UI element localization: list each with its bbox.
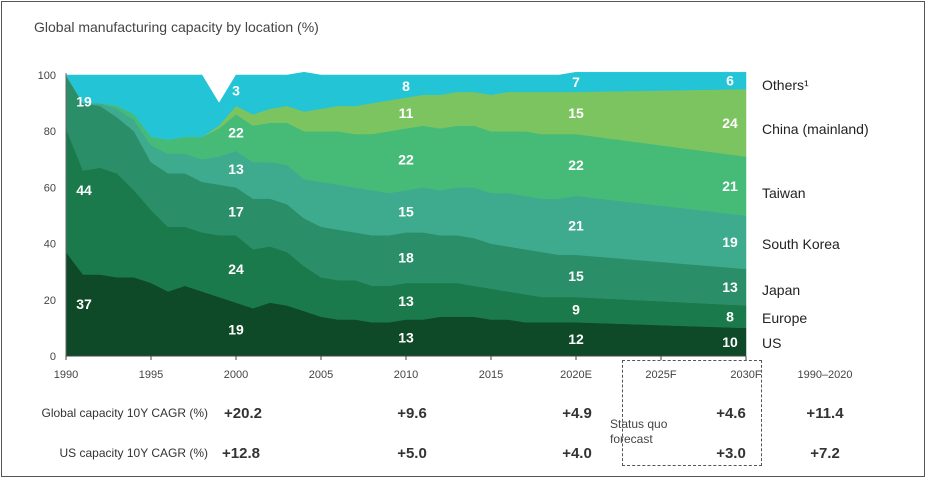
global-cagr-2010s: +4.9	[562, 405, 592, 422]
legend-south-korea: South Korea	[762, 236, 840, 252]
global-cagr-2020s: +4.6	[716, 405, 746, 422]
segment-label-taiwan-2010: 22	[398, 151, 414, 167]
segment-label-china-mainland-2020: 15	[568, 105, 584, 121]
global-cagr-1990-2020: +11.4	[806, 405, 844, 422]
segment-label-europe-2030: 8	[726, 309, 734, 325]
y-tick-label: 0	[50, 351, 56, 363]
us-cagr-1990-2020: +7.2	[810, 445, 840, 462]
segment-label-others-2030: 6	[726, 73, 734, 89]
segment-label-others-2000: 3	[232, 82, 240, 98]
segment-label-japan-2010: 18	[398, 250, 414, 266]
segment-label-south-korea-2020: 21	[568, 217, 584, 233]
segment-label-japan-2020: 15	[568, 268, 584, 284]
y-tick-label: 60	[44, 182, 56, 194]
segment-label-europe-2020: 9	[572, 302, 580, 318]
segment-label-taiwan-2000: 22	[228, 125, 244, 141]
us-cagr-label: US capacity 10Y CAGR (%)	[59, 446, 209, 460]
segment-label-europe-2010: 13	[398, 293, 414, 309]
segment-label-china-mainland-2030: 24	[722, 115, 738, 131]
global-cagr-1990s: +20.2	[224, 405, 262, 422]
segment-label-taiwan-2020: 22	[568, 157, 584, 173]
segment-label-us-1990: 37	[76, 296, 92, 312]
segment-label-china-mainland-2010: 11	[399, 105, 414, 121]
us-cagr-2000s: +5.0	[397, 445, 427, 462]
segment-labels: 37 44 19 19 24 17 13 22 3 13 13 18 15 22 11 8 12 9 15 21 22 1…	[76, 73, 738, 350]
legend-others: Others¹	[762, 77, 809, 93]
segment-label-japan-2030: 13	[722, 279, 738, 295]
x-tick-label: 2005	[309, 369, 333, 381]
segment-label-south-korea-2010: 15	[398, 203, 414, 219]
x-tick-label: 2020E	[560, 369, 592, 381]
y-tick-label: 20	[44, 295, 56, 307]
segment-label-taiwan-2030: 21	[722, 178, 738, 194]
segment-label-europe-2000: 24	[228, 261, 244, 277]
x-tick-label: 2015	[479, 369, 503, 381]
chart-title: Global manufacturing capacity by locatio…	[34, 19, 319, 35]
y-tick-label: 100	[38, 70, 56, 82]
legend: US Europe Japan South Korea Taiwan China (mai…	[762, 77, 869, 351]
y-tick-label: 80	[44, 126, 56, 138]
us-cagr-2010s: +4.0	[562, 445, 592, 462]
segment-label-europe-1990: 44	[76, 182, 92, 198]
global-cagr-2000s: +9.6	[397, 405, 427, 422]
area-layer	[65, 71, 747, 357]
us-cagr-2020s: +3.0	[716, 445, 746, 462]
x-tick-label: 2010	[394, 369, 418, 381]
segment-label-us-2010: 13	[398, 330, 414, 346]
legend-taiwan: Taiwan	[762, 185, 806, 201]
segment-label-south-korea-2000: 13	[228, 161, 244, 177]
legend-japan: Japan	[762, 282, 800, 298]
y-tick-label: 40	[44, 239, 56, 251]
legend-china-mainland: China (mainland)	[762, 121, 869, 137]
y-axis: 0 20 40 60 80 100	[38, 70, 67, 363]
segment-label-south-korea-2030: 19	[722, 234, 738, 250]
segment-label-others-2020: 7	[572, 74, 580, 90]
x-tick-label: 1995	[139, 369, 163, 381]
segment-label-others-2010: 8	[402, 78, 410, 94]
x-tick-label: 2025F	[645, 369, 676, 381]
forecast-label: Status quo forecast	[610, 417, 668, 446]
segment-label-japan-1990: 19	[76, 94, 92, 110]
area-others	[65, 71, 747, 140]
legend-europe: Europe	[762, 310, 807, 326]
global-cagr-label: Global capacity 10Y CAGR (%)	[41, 406, 208, 420]
x-tick-label: 1990–2020	[797, 369, 852, 381]
segment-label-us-2000: 19	[228, 321, 244, 337]
x-tick-label: 1990	[54, 369, 78, 381]
us-cagr-1990s: +12.8	[222, 445, 260, 462]
x-axis: 1990 1995 2000 2005 2010 2015 2020E 2025F 2030F 1…	[54, 355, 853, 381]
x-tick-label: 2030F	[730, 369, 761, 381]
segment-label-us-2020: 12	[568, 331, 584, 347]
forecast-box	[622, 360, 762, 466]
segment-label-us-2030: 10	[722, 334, 738, 350]
legend-us: US	[762, 335, 781, 351]
segment-label-japan-2000: 17	[228, 203, 244, 219]
x-tick-label: 2000	[224, 369, 248, 381]
